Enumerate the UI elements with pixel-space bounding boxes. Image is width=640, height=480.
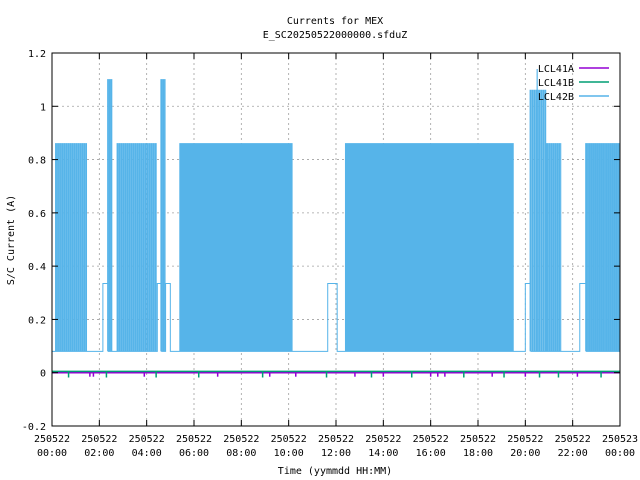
x-tick-date: 250522 [34, 434, 70, 445]
x-tick-time: 22:00 [558, 448, 588, 459]
y-tick-label: 0.8 [28, 156, 46, 167]
x-tick-date: 250522 [413, 434, 449, 445]
x-tick-time: 20:00 [510, 448, 540, 459]
chart-title: Currents for MEX [287, 16, 383, 27]
series-lcl41a [52, 371, 620, 377]
x-tick-time: 08:00 [226, 448, 256, 459]
series-lcl41b [52, 370, 620, 378]
x-tick-date: 250522 [365, 434, 401, 445]
series-line [52, 79, 621, 352]
x-tick-time: 16:00 [416, 448, 446, 459]
x-tick-time: 06:00 [179, 448, 209, 459]
x-tick-time: 00:00 [37, 448, 67, 459]
legend: LCL41A LCL41B LCL42B [538, 64, 609, 103]
legend-label: LCL41B [538, 78, 574, 89]
x-tick-time: 18:00 [463, 448, 493, 459]
x-axis-label: Time (yymmdd HH:MM) [278, 466, 392, 477]
x-tick-time: 04:00 [132, 448, 162, 459]
y-tick-label: 0.2 [28, 315, 46, 326]
x-tick-date: 250522 [271, 434, 307, 445]
series-lcl42b [52, 68, 621, 352]
y-tick-label: 1 [40, 102, 46, 113]
x-tick-time: 00:00 [605, 448, 635, 459]
y-tick-label: 0 [40, 369, 46, 380]
y-axis: -0.2 0 0.2 0.4 0.6 0.8 1 1.2 [22, 49, 620, 433]
plot-area [52, 68, 621, 378]
x-tick-date: 250522 [129, 434, 165, 445]
y-axis-label: S/C Current (A) [6, 195, 17, 285]
chart-subtitle: E_SC20250522000000.sfduZ [263, 30, 408, 41]
x-tick-date: 250522 [460, 434, 496, 445]
x-tick-time: 02:00 [84, 448, 114, 459]
y-tick-label: 0.4 [28, 262, 46, 273]
legend-label: LCL41A [538, 64, 574, 75]
y-tick-label: 0.6 [28, 209, 46, 220]
x-tick-date: 250522 [555, 434, 591, 445]
x-tick-time: 14:00 [368, 448, 398, 459]
x-tick-time: 12:00 [321, 448, 351, 459]
x-tick-date: 250522 [507, 434, 543, 445]
x-tick-date: 250522 [223, 434, 259, 445]
x-tick-date: 250523 [602, 434, 638, 445]
y-tick-label: 1.2 [28, 49, 46, 60]
x-tick-date: 250522 [81, 434, 117, 445]
x-tick-date: 250522 [176, 434, 212, 445]
x-axis: 250522 00:00 250522 02:00 250522 04:00 250522 0… [34, 53, 638, 459]
x-tick-date: 250522 [318, 434, 354, 445]
y-tick-label: -0.2 [22, 422, 46, 433]
legend-label: LCL42B [538, 92, 574, 103]
x-tick-time: 10:00 [274, 448, 304, 459]
